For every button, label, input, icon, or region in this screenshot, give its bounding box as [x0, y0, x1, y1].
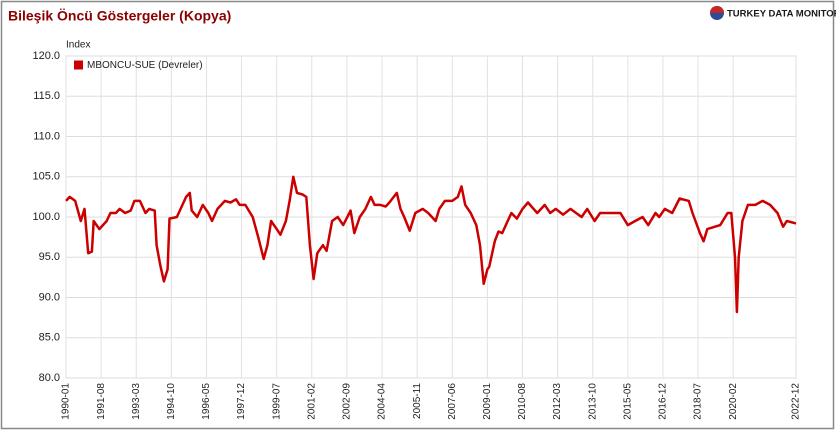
x-tick-label: 2009-01	[482, 383, 493, 420]
y-tick-label: 110.0	[33, 130, 60, 142]
logo-icon-top	[710, 6, 724, 13]
x-tick-label: 2016-12	[658, 383, 669, 420]
y-tick-label: 105.0	[32, 171, 60, 183]
x-tick-label: 2010-08	[517, 383, 528, 420]
y-tick-label: 85.0	[39, 332, 60, 344]
x-tick-label: 1993-03	[131, 383, 142, 420]
chart-title: Bileşik Öncü Göstergeler (Kopya)	[8, 8, 231, 24]
x-tick-label: 1990-01	[61, 383, 72, 420]
y-axis-label: Index	[66, 40, 90, 51]
x-tick-label: 1991-08	[96, 383, 107, 420]
y-tick-label: 80.0	[39, 372, 60, 384]
line-series	[65, 175, 797, 314]
x-tick-label: 1999-07	[271, 383, 282, 420]
brand-logo: TURKEY DATA MONITOR	[710, 6, 836, 20]
x-tick-label: 1997-12	[236, 383, 247, 420]
x-tick-label: 2001-02	[306, 383, 317, 420]
x-tick-label: 2020-02	[728, 383, 739, 420]
x-tick-label: 2007-06	[447, 383, 458, 420]
x-tick-label: 2022-12	[791, 383, 802, 420]
x-tick-label: 2005-11	[412, 383, 423, 419]
y-tick-label: 95.0	[39, 251, 60, 263]
x-tick-label: 2012-03	[552, 383, 563, 420]
y-tick-label: 115.0	[33, 90, 60, 102]
x-tick-label: 2004-04	[377, 383, 388, 420]
y-tick-label: 90.0	[39, 291, 60, 303]
brand-name: TURKEY DATA MONITOR	[727, 9, 836, 20]
legend-label: MBONCU-SUE (Devreler)	[87, 60, 203, 71]
x-tick-label: 2015-05	[622, 383, 633, 420]
x-tick-label: 1994-10	[166, 383, 177, 420]
x-tick-label: 2013-10	[587, 383, 598, 420]
x-tick-label: 2002-09	[342, 383, 353, 420]
legend-swatch	[74, 60, 83, 70]
y-tick-label: 120.0	[32, 50, 60, 62]
x-tick-label: 1996-05	[201, 383, 212, 420]
y-tick-label: 100.0	[32, 211, 60, 223]
x-tick-label: 2018-07	[693, 383, 704, 420]
